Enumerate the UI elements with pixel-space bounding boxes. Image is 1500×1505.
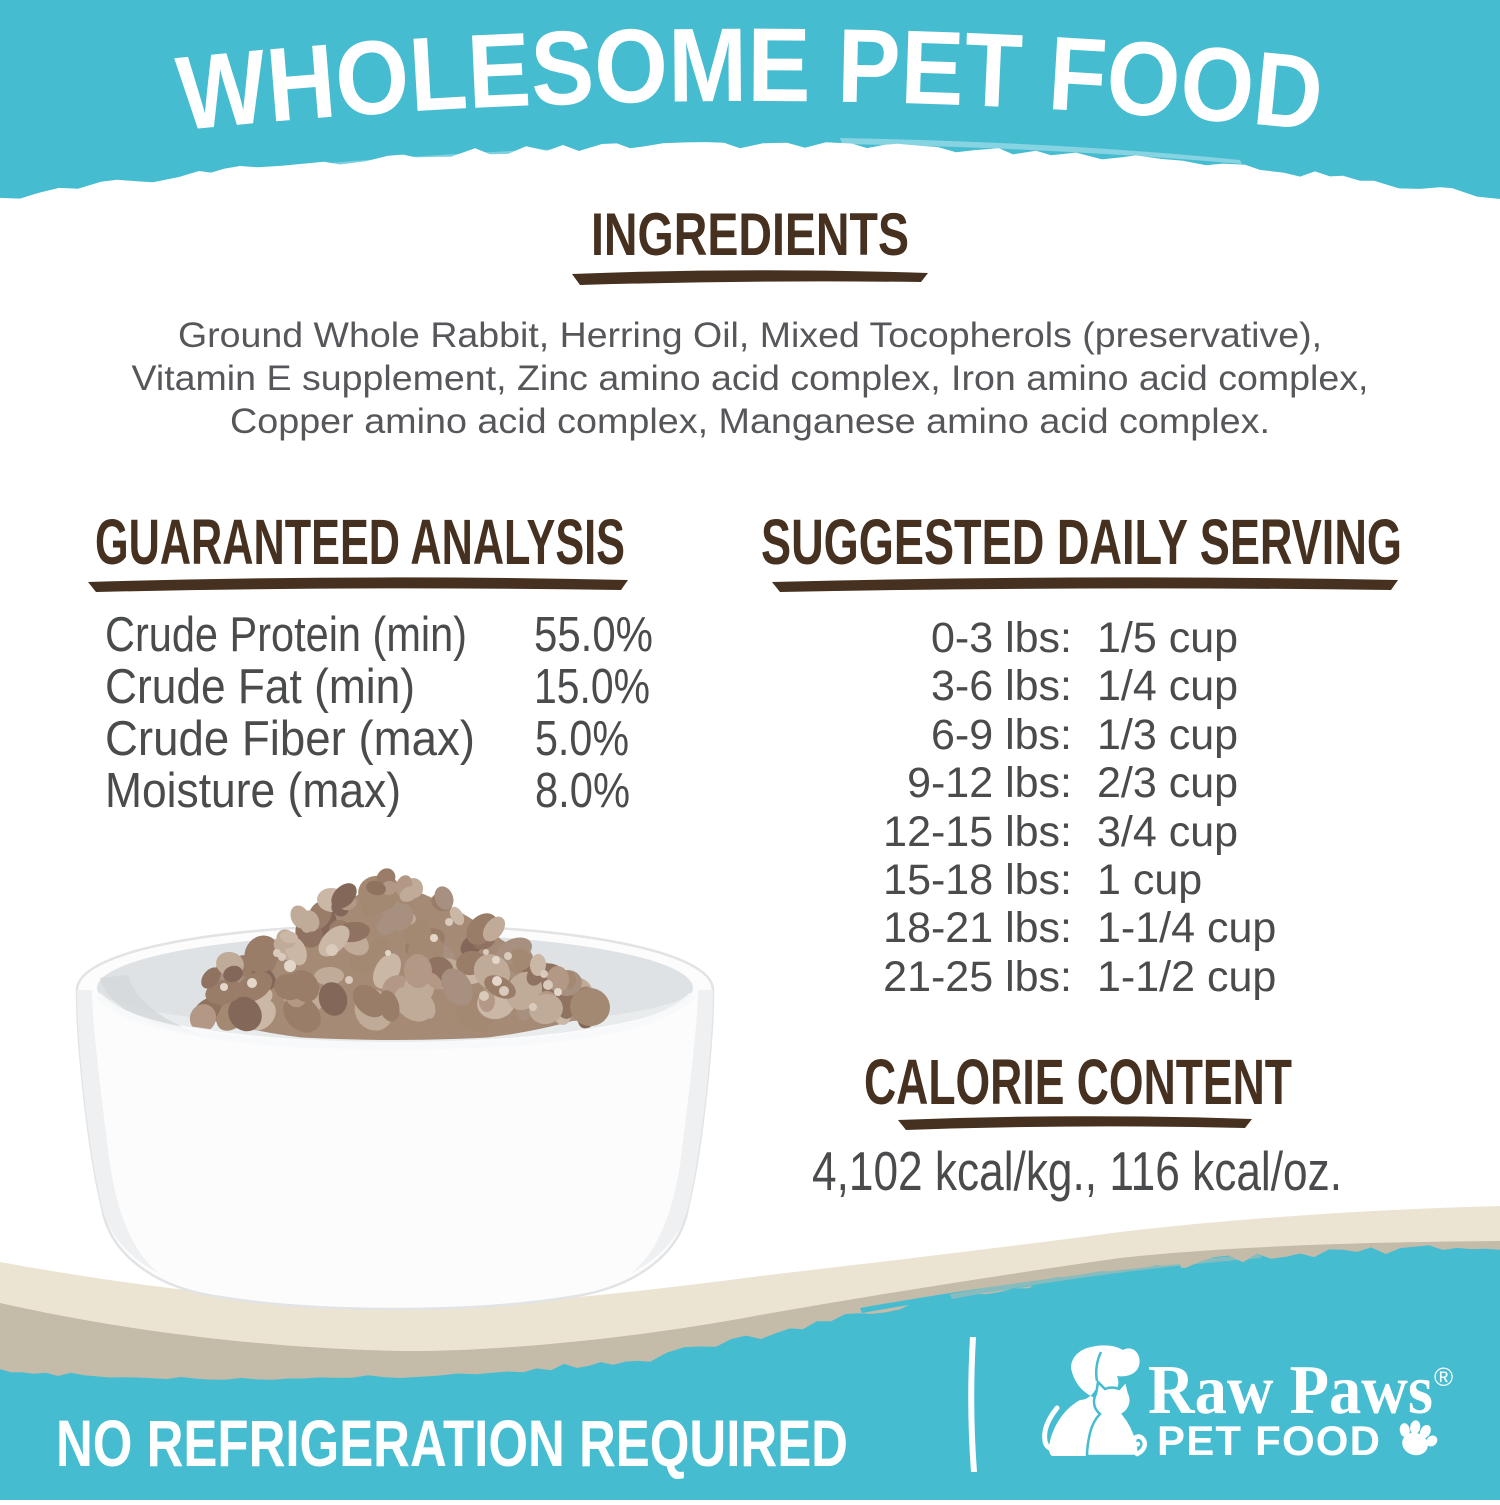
svg-text:3/4 cup: 3/4 cup	[1097, 808, 1238, 856]
svg-text:6-9 lbs:: 6-9 lbs:	[931, 711, 1072, 759]
svg-text:21-25 lbs:: 21-25 lbs:	[883, 953, 1072, 1001]
svg-text:15-18 lbs:: 15-18 lbs:	[883, 856, 1072, 904]
svg-text:8.0%: 8.0%	[535, 764, 630, 818]
svg-text:1-1/4 cup: 1-1/4 cup	[1097, 904, 1276, 952]
svg-text:0-3 lbs:: 0-3 lbs:	[931, 614, 1072, 662]
svg-text:INGREDIENTS: INGREDIENTS	[591, 201, 909, 268]
svg-text:12-15 lbs:: 12-15 lbs:	[883, 808, 1072, 856]
svg-text:5.0%: 5.0%	[535, 712, 629, 766]
svg-text:1/3 cup: 1/3 cup	[1097, 711, 1238, 759]
svg-text:Crude Fat (min): Crude Fat (min)	[105, 660, 415, 714]
svg-text:15.0%: 15.0%	[534, 660, 650, 714]
svg-text:Moisture (max): Moisture (max)	[105, 764, 401, 818]
svg-text:Vitamin E supplement, Zinc ami: Vitamin E supplement, Zinc amino acid co…	[132, 359, 1369, 398]
svg-text:SUGGESTED DAILY SERVING: SUGGESTED DAILY SERVING	[761, 506, 1402, 578]
svg-text:1/5 cup: 1/5 cup	[1097, 614, 1238, 662]
svg-text:4,102 kcal/kg., 116 kcal/oz.: 4,102 kcal/kg., 116 kcal/oz.	[812, 1140, 1342, 1202]
svg-text:CALORIE CONTENT: CALORIE CONTENT	[864, 1046, 1292, 1118]
svg-text:3-6 lbs:: 3-6 lbs:	[931, 662, 1072, 710]
svg-text:1-1/2 cup: 1-1/2 cup	[1097, 953, 1276, 1001]
svg-text:Crude Protein (min): Crude Protein (min)	[105, 608, 467, 662]
svg-text:9-12 lbs:: 9-12 lbs:	[907, 759, 1072, 807]
svg-text:PET FOOD: PET FOOD	[1157, 1417, 1385, 1464]
svg-text:2/3 cup: 2/3 cup	[1097, 759, 1238, 807]
svg-text:Crude Fiber (max): Crude Fiber (max)	[105, 712, 475, 766]
svg-text:®: ®	[1434, 1362, 1453, 1392]
svg-text:Ground Whole Rabbit, Herring O: Ground Whole Rabbit, Herring Oil, Mixed …	[178, 316, 1322, 355]
svg-text:55.0%: 55.0%	[534, 608, 653, 662]
svg-text:1 cup: 1 cup	[1097, 856, 1202, 904]
svg-text:18-21 lbs:: 18-21 lbs:	[883, 904, 1072, 952]
svg-text:1/4 cup: 1/4 cup	[1097, 662, 1238, 710]
svg-text:GUARANTEED ANALYSIS: GUARANTEED ANALYSIS	[95, 506, 625, 578]
svg-text:Raw Paws: Raw Paws	[1148, 1352, 1433, 1429]
svg-text:Copper amino acid complex, Man: Copper amino acid complex, Manganese ami…	[230, 402, 1270, 441]
svg-text:NO REFRIGERATION REQUIRED: NO REFRIGERATION REQUIRED	[56, 1406, 848, 1480]
